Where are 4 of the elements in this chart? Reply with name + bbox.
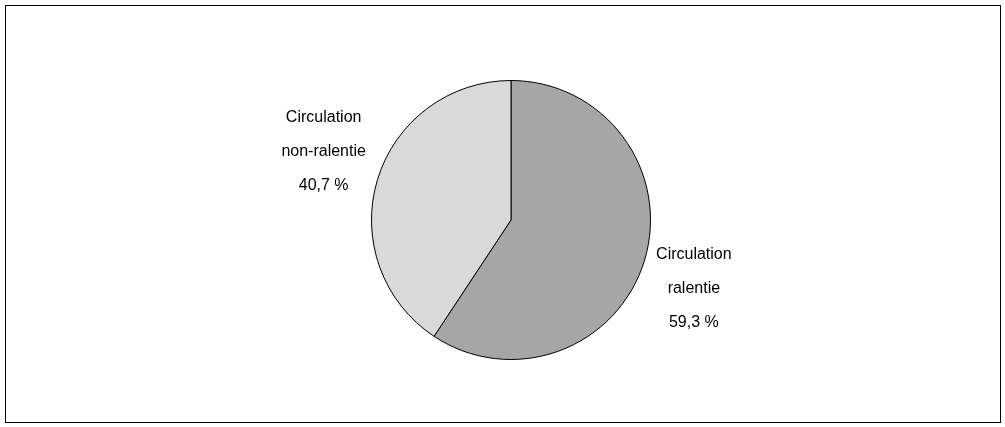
data-label: 59,3 % <box>668 313 719 331</box>
data-label: 40,7 % <box>298 175 349 193</box>
slice-label: Circulation ralentie <box>656 245 732 297</box>
slice-label: Circulation non-ralentie <box>281 107 367 159</box>
